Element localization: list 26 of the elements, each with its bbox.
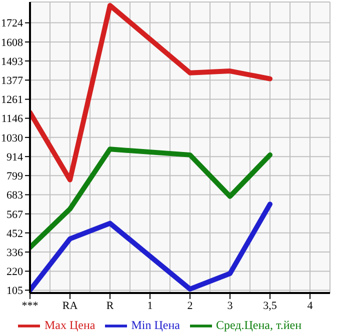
y-tick-label: 1493: [1, 56, 24, 68]
x-tick-label: 3: [227, 300, 234, 312]
y-tick-label: 220: [6, 266, 24, 278]
y-tick-label: 1724: [1, 18, 24, 30]
x-tick-label: RA: [62, 300, 78, 312]
y-tick-label: 105: [6, 285, 24, 298]
y-tick-label: 799: [6, 170, 24, 182]
y-tick-label: 1608: [1, 36, 24, 49]
legend-label: Min Цена: [131, 318, 180, 332]
y-tick-label: 1261: [1, 94, 23, 106]
y-tick-label: 1146: [1, 113, 24, 126]
x-tick-label: 3,5: [263, 300, 278, 312]
y-tick-label: 452: [6, 228, 23, 240]
x-tick-label: 4: [307, 300, 314, 312]
legend-label: Сред.Цена, т.йен: [216, 318, 302, 332]
y-tick-label: 336: [6, 246, 24, 259]
legend-label: Max Цена: [44, 318, 96, 332]
y-tick-label: 1030: [1, 132, 24, 144]
x-tick-label: R: [106, 300, 114, 312]
y-tick-label: 567: [6, 208, 24, 221]
x-tick-label: 2: [187, 300, 193, 312]
x-tick-label: 1: [147, 300, 153, 312]
y-tick-label: 1377: [1, 75, 24, 88]
y-tick-label: 683: [6, 190, 24, 202]
x-tick-label: ***: [22, 300, 38, 312]
y-tick-label: 914: [6, 151, 24, 164]
